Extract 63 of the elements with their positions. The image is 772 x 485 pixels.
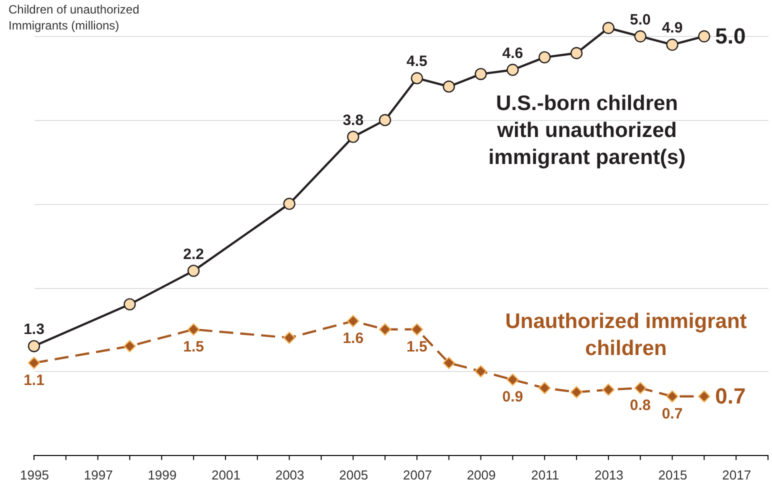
point xyxy=(698,390,710,403)
data-label: 4.6 xyxy=(502,44,524,62)
y-axis-title: Children of unauthorized Immigrants (millions) xyxy=(8,2,140,32)
point xyxy=(28,340,40,352)
point xyxy=(634,382,647,394)
x-tick-label: 2009 xyxy=(466,468,496,482)
point xyxy=(187,323,200,336)
point xyxy=(538,51,551,64)
x-tick-label: 2003 xyxy=(275,468,304,482)
point xyxy=(666,390,678,403)
point xyxy=(506,64,519,76)
x-tick-label: 2007 xyxy=(402,468,432,482)
x-tick-label: 2011 xyxy=(531,468,560,482)
point xyxy=(187,264,200,277)
point xyxy=(570,386,583,398)
data-label: 1.1 xyxy=(24,372,44,389)
point xyxy=(410,323,424,336)
point xyxy=(634,30,646,42)
point xyxy=(124,340,136,352)
point xyxy=(506,373,519,386)
data-label: 1.6 xyxy=(342,330,364,348)
point xyxy=(442,80,455,93)
point xyxy=(378,323,392,336)
point xyxy=(347,130,360,143)
data-label: 4.9 xyxy=(662,20,683,37)
data-label: 0.9 xyxy=(502,388,524,406)
data-label: 0.7 xyxy=(715,383,746,408)
point xyxy=(474,365,487,378)
data-label: 5.0 xyxy=(630,11,651,28)
series-label: Unauthorized immigrant children xyxy=(505,310,747,360)
x-tick-label: 2005 xyxy=(339,468,368,482)
point xyxy=(474,68,487,80)
point xyxy=(602,22,615,34)
point xyxy=(283,198,296,210)
point xyxy=(698,30,710,42)
point xyxy=(346,314,360,328)
point xyxy=(666,38,678,51)
point xyxy=(538,382,551,394)
point xyxy=(442,356,456,370)
point xyxy=(378,114,392,126)
point xyxy=(570,47,583,60)
data-label: 4.5 xyxy=(406,53,428,70)
data-label: 0.7 xyxy=(662,405,683,422)
point xyxy=(602,384,615,396)
point xyxy=(410,72,424,84)
data-label: 1.3 xyxy=(24,321,44,338)
data-label: 0.8 xyxy=(630,397,651,414)
x-tick-label: 1999 xyxy=(148,468,177,482)
data-label: 3.8 xyxy=(342,112,364,129)
point xyxy=(283,332,296,344)
data-label: 5.0 xyxy=(715,23,746,48)
point xyxy=(124,298,136,310)
data-label: 1.5 xyxy=(406,338,428,356)
x-tick-label: 1997 xyxy=(84,468,113,482)
data-label: 1.5 xyxy=(183,338,204,356)
data-label: 2.2 xyxy=(183,246,204,263)
x-tick-label: 2015 xyxy=(658,468,688,482)
series-label: U.S.-born children with unauthorized immigrant parent(s) xyxy=(488,92,686,169)
x-tick-label: 1995 xyxy=(20,468,49,482)
point xyxy=(28,356,40,370)
x-tick-label: 2017 xyxy=(722,468,752,482)
x-tick-label: 2001 xyxy=(212,468,240,482)
x-tick-label: 2013 xyxy=(594,468,624,482)
